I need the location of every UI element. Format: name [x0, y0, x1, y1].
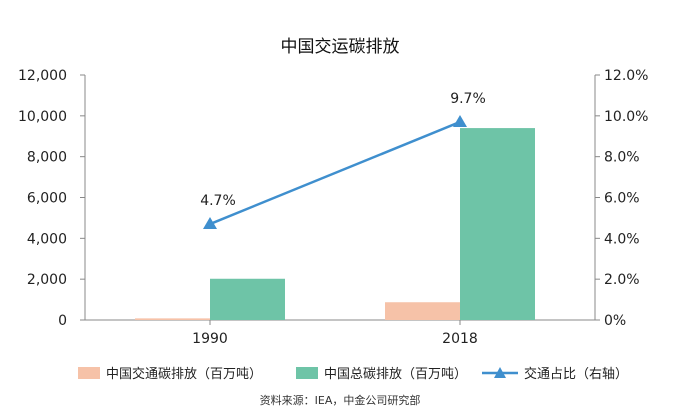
line-data-label: 4.7%: [200, 193, 236, 209]
y-left-tick-label: 4,000: [27, 231, 67, 247]
bars: [135, 128, 535, 320]
legend-swatch: [296, 367, 318, 379]
x-tick-label: 2018: [442, 331, 478, 347]
legend: 中国交通碳排放（百万吨） 中国总碳排放（百万吨） 交通占比（右轴）: [78, 366, 628, 382]
legend-label: 交通占比（右轴）: [524, 366, 628, 382]
y-left-tick-label: 0: [58, 313, 67, 329]
legend-marker: [494, 367, 506, 378]
y-left-tick-label: 6,000: [27, 191, 67, 207]
y-left-tick-label: 12,000: [18, 68, 67, 84]
y-right-tick-label: 6.0%: [604, 191, 640, 207]
legend-label: 中国交通碳排放（百万吨）: [106, 366, 262, 382]
y-left-tick-label: 8,000: [27, 150, 67, 166]
axes: 0 2,000 4,000 6,000 8,000 10,000 12,000 0% 2.0% 4…: [18, 68, 648, 347]
bar-total-1990: [210, 278, 285, 320]
chart-title: 中国交运碳排放: [281, 37, 400, 57]
y-right-tick-label: 12.0%: [604, 68, 648, 84]
y-right-tick-label: 10.0%: [604, 109, 648, 125]
legend-label: 中国总碳排放（百万吨）: [324, 367, 467, 382]
x-tick-label: 1990: [192, 331, 228, 347]
y-left-tick-label: 2,000: [27, 272, 67, 288]
y-right-tick-label: 8.0%: [604, 150, 640, 166]
line-share: [209, 120, 461, 226]
legend-swatch: [78, 367, 100, 379]
bar-transport-2018: [385, 302, 460, 320]
line-point-1990: [203, 217, 217, 230]
source-note: 资料来源：IEA，中金公司研究部: [260, 393, 421, 407]
y-right-tick-label: 0%: [604, 313, 626, 329]
line-data-label: 9.7%: [450, 91, 486, 107]
line-point-2018: [453, 114, 467, 127]
y-right-tick-label: 2.0%: [604, 272, 640, 288]
bar-transport-1990: [135, 318, 210, 320]
line-series: 4.7% 9.7%: [200, 91, 486, 230]
bar-total-2018: [460, 128, 535, 320]
y-right-tick-label: 4.0%: [604, 231, 640, 247]
y-left-tick-label: 10,000: [18, 109, 67, 125]
